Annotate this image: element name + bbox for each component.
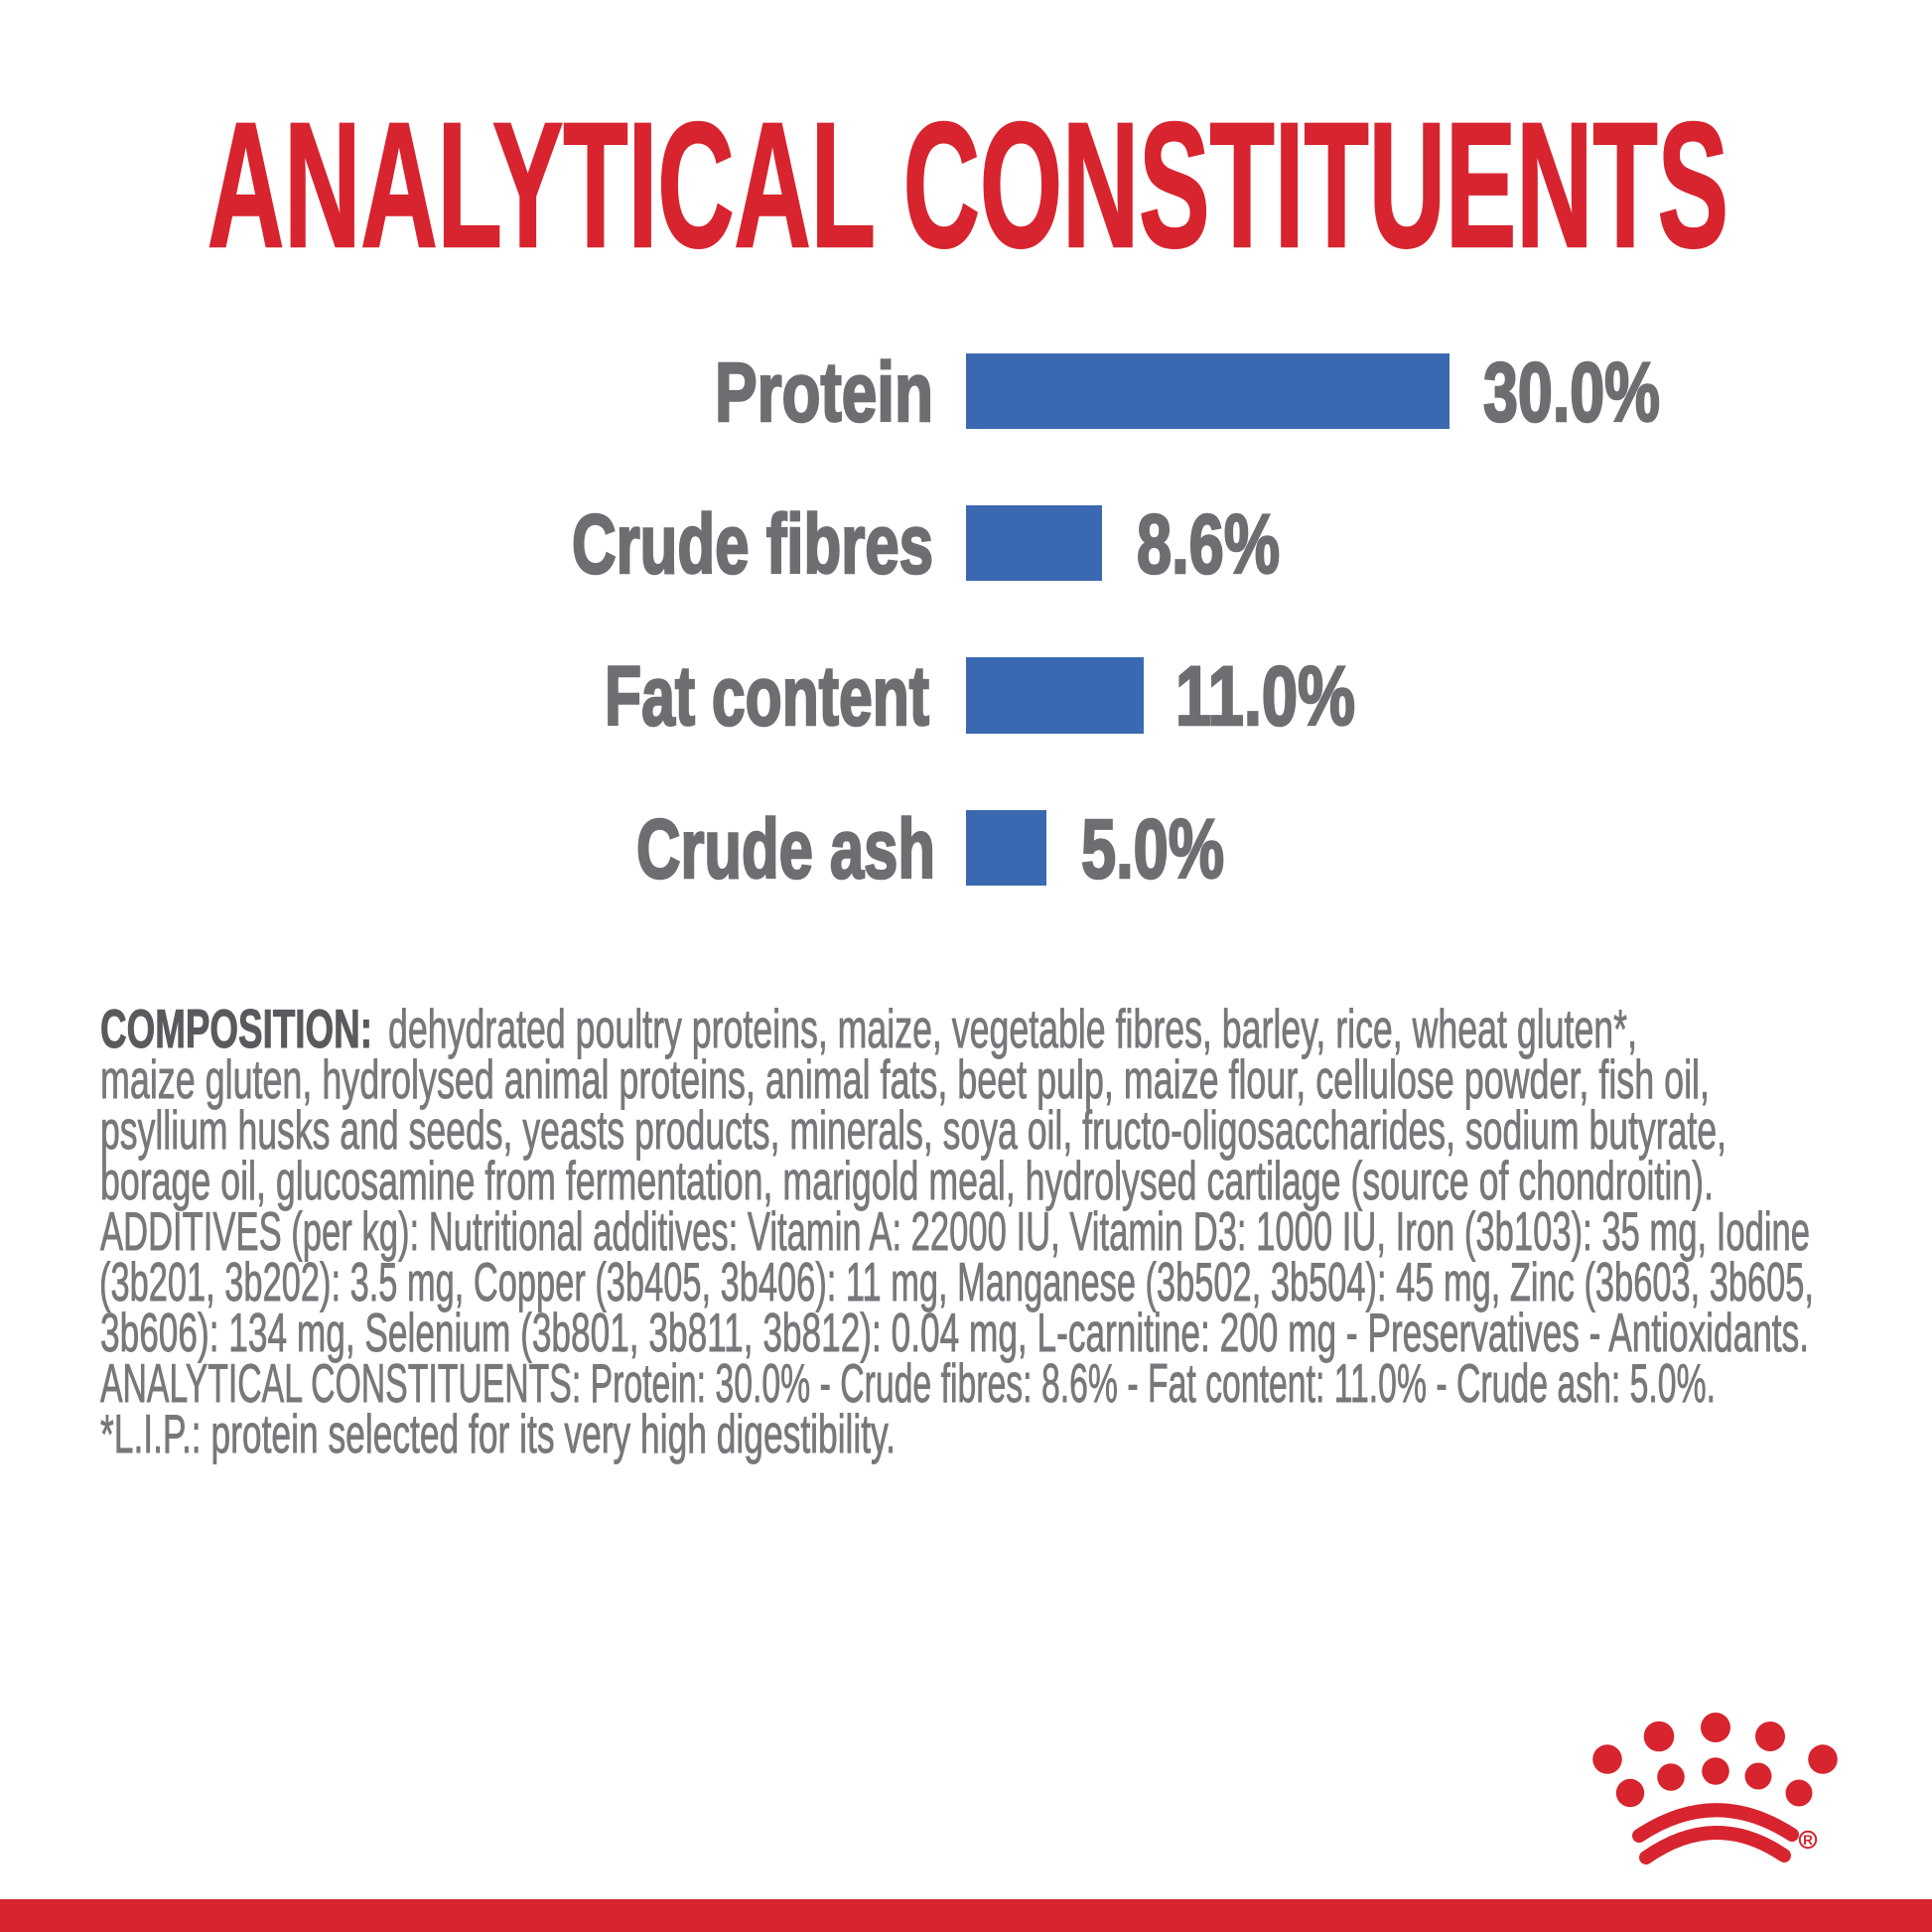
svg-text:ANALYTICAL CONSTITUENTS: Prote: ANALYTICAL CONSTITUENTS: Protein: 30.0% …: [100, 1352, 1716, 1414]
svg-text:ADDITIVES (per kg): Nutritiona: ADDITIVES (per kg): Nutritional additive…: [100, 1200, 1810, 1262]
svg-text:COMPOSITION:: COMPOSITION:: [100, 998, 372, 1059]
svg-text:Crude ash: Crude ash: [636, 802, 935, 896]
svg-text:ANALYTICAL CONSTITUENTS: ANALYTICAL CONSTITUENTS: [207, 85, 1728, 284]
svg-text:maize gluten, hydrolysed anima: maize gluten, hydrolysed animal proteins…: [100, 1048, 1710, 1110]
svg-text:8.6%: 8.6%: [1137, 497, 1280, 591]
svg-text:30.0%: 30.0%: [1483, 345, 1660, 439]
svg-text:psyllium husks and seeds, yeas: psyllium husks and seeds, yeasts product…: [100, 1099, 1726, 1161]
svg-text:borage oil, glucosamine from f: borage oil, glucosamine from fermentatio…: [100, 1150, 1714, 1211]
svg-text:Fat content: Fat content: [605, 649, 929, 743]
svg-text:*L.I.P.: protein selected for: *L.I.P.: protein selected for its very h…: [100, 1403, 896, 1464]
svg-text:Protein: Protein: [715, 345, 933, 439]
svg-text:11.0%: 11.0%: [1175, 649, 1355, 743]
svg-text:dehydrated poultry proteins, m: dehydrated poultry proteins, maize, vege…: [388, 998, 1637, 1059]
svg-text:5.0%: 5.0%: [1081, 802, 1224, 896]
svg-text:3b606): 134 mg, Selenium (3b80: 3b606): 134 mg, Selenium (3b801, 3b811, …: [100, 1302, 1809, 1363]
svg-text:(3b201, 3b202): 3.5 mg, Copper: (3b201, 3b202): 3.5 mg, Copper (3b405, 3…: [99, 1251, 1814, 1312]
svg-text:Crude fibres: Crude fibres: [572, 497, 933, 591]
svg-text:R: R: [1803, 1833, 1813, 1848]
